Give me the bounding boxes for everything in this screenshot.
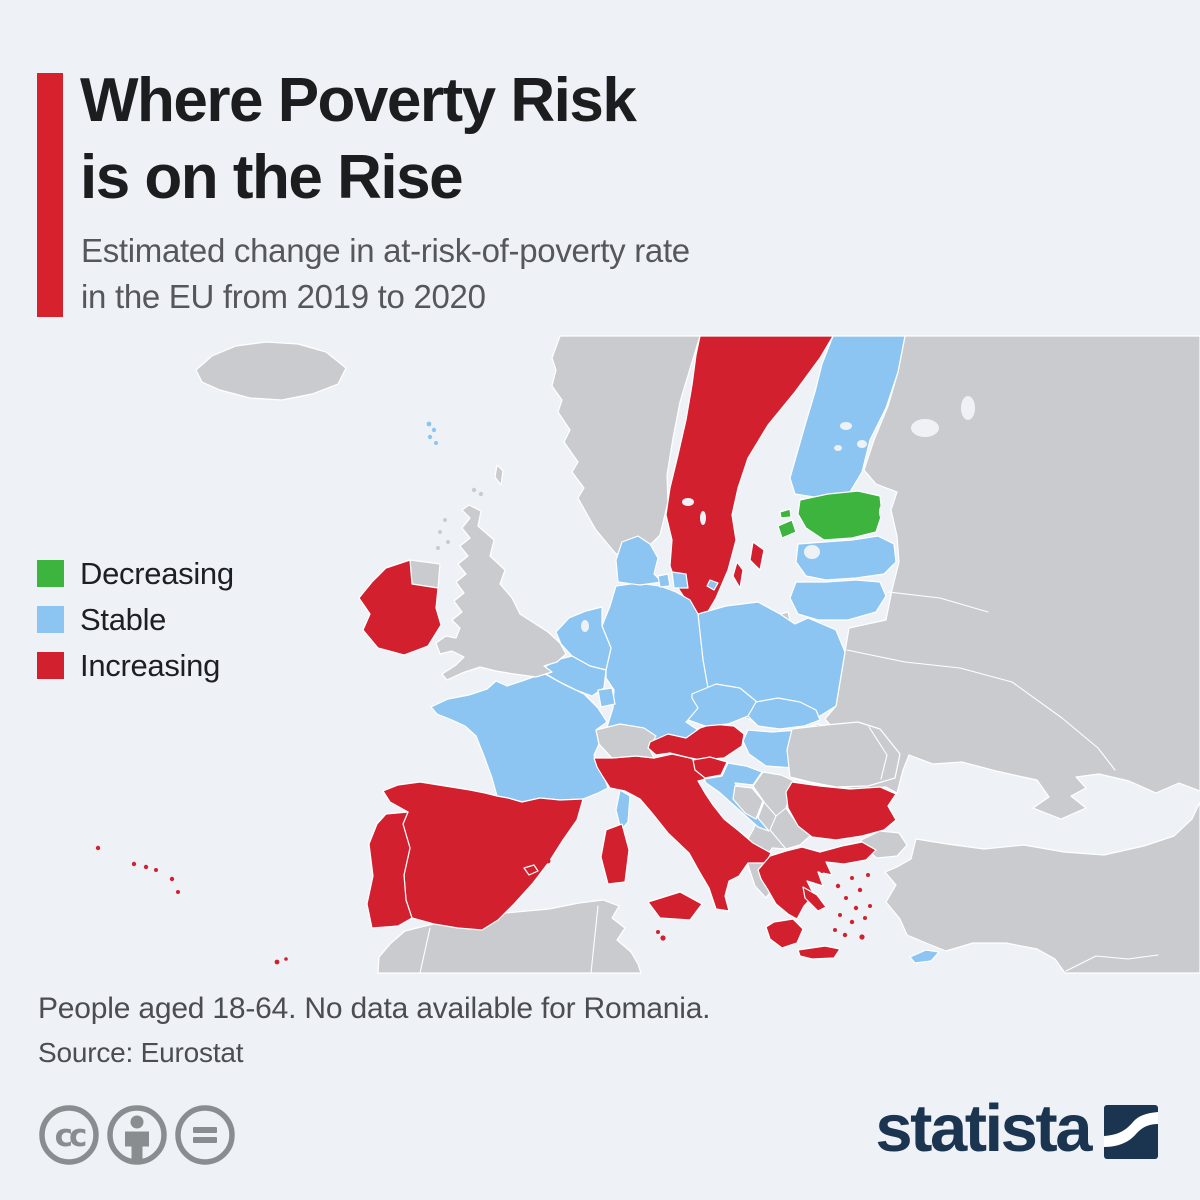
legend-swatch-stable	[37, 606, 64, 633]
country-latvia	[795, 535, 897, 581]
statista-logo-mark	[1104, 1105, 1158, 1159]
country-slovenia	[692, 756, 728, 779]
island-oland	[732, 561, 744, 589]
page-subtitle: Estimated change in at-risk-of-poverty r…	[81, 228, 690, 320]
country-turkey	[884, 801, 1200, 974]
island-mallorca	[523, 864, 539, 876]
attribution-icon-glyph	[125, 1115, 149, 1160]
cc-icon[interactable]	[39, 1105, 99, 1165]
europe-map-svg	[95, 335, 1200, 974]
country-luxembourg	[597, 687, 616, 708]
lakes	[581, 396, 975, 632]
statista-logo-swoosh	[1104, 1112, 1158, 1147]
statista-wordmark: statista	[875, 1091, 1092, 1166]
page-title: Where Poverty Risk is on the Rise	[80, 62, 637, 216]
country-north-africa	[377, 899, 642, 974]
nd-icon[interactable]	[175, 1105, 235, 1165]
country-estonia	[797, 490, 883, 541]
small-islands	[95, 421, 872, 965]
statista-branding[interactable]: statista	[875, 1091, 1158, 1166]
red-accent-bar	[37, 73, 63, 317]
country-ireland	[358, 559, 442, 656]
license-icons: cc	[36, 1102, 274, 1168]
country-border-lines	[419, 591, 1159, 974]
country-greece	[757, 841, 877, 920]
country-iceland	[195, 341, 347, 401]
country-norway	[551, 335, 701, 555]
page-subtitle-line1: Estimated change in at-risk-of-poverty r…	[81, 232, 690, 269]
country-portugal	[366, 811, 413, 929]
island-hiiumaa	[779, 508, 792, 519]
legend-swatch-decreasing	[37, 560, 64, 587]
page-title-line1: Where Poverty Risk	[80, 66, 637, 135]
cc-icon-glyph: cc	[55, 1118, 86, 1154]
country-cyprus	[909, 949, 940, 964]
greece-peloponnese	[765, 918, 804, 949]
island-sardinia	[600, 823, 630, 885]
country-lithuania	[789, 579, 887, 621]
country-switzerland	[595, 723, 657, 759]
country-bulgaria	[785, 781, 897, 841]
legend-label-stable: Stable	[80, 601, 167, 637]
attribution-icon[interactable]	[107, 1105, 167, 1165]
island-zealand	[671, 571, 689, 589]
nd-icon-glyph	[193, 1127, 217, 1143]
island-corsica	[615, 789, 631, 831]
island-gotland	[749, 541, 765, 571]
country-netherlands	[555, 606, 612, 671]
footnote: People aged 18-64. No data available for…	[38, 992, 711, 1025]
legend-swatch-increasing	[37, 652, 64, 679]
island-sicily	[647, 891, 703, 921]
country-bosnia	[732, 785, 764, 820]
page-title-line2: is on the Rise	[80, 143, 464, 212]
country-romania	[786, 721, 901, 788]
island-crete	[797, 945, 841, 960]
europe-map	[0, 330, 1200, 975]
island-euboea	[802, 886, 827, 912]
legend: Decreasing Stable Increasing	[37, 556, 234, 698]
island-shetland	[494, 464, 504, 486]
legend-label-increasing: Increasing	[80, 647, 221, 683]
island-funen	[657, 573, 671, 588]
country-uk	[435, 504, 567, 681]
legend-item-decreasing: Decreasing	[37, 556, 234, 591]
country-denmark	[615, 535, 663, 586]
country-austria	[647, 723, 745, 761]
island-saaremaa	[777, 519, 797, 539]
source-line: Source: Eurostat	[38, 1037, 244, 1068]
legend-item-stable: Stable	[37, 602, 234, 637]
island-bornholm	[706, 579, 719, 591]
country-france	[430, 673, 609, 803]
legend-item-increasing: Increasing	[37, 648, 234, 683]
page-subtitle-line2: in the EU from 2019 to 2020	[81, 278, 486, 315]
country-slovakia	[747, 697, 821, 730]
country-czechia	[687, 683, 758, 727]
legend-label-decreasing: Decreasing	[80, 555, 234, 591]
